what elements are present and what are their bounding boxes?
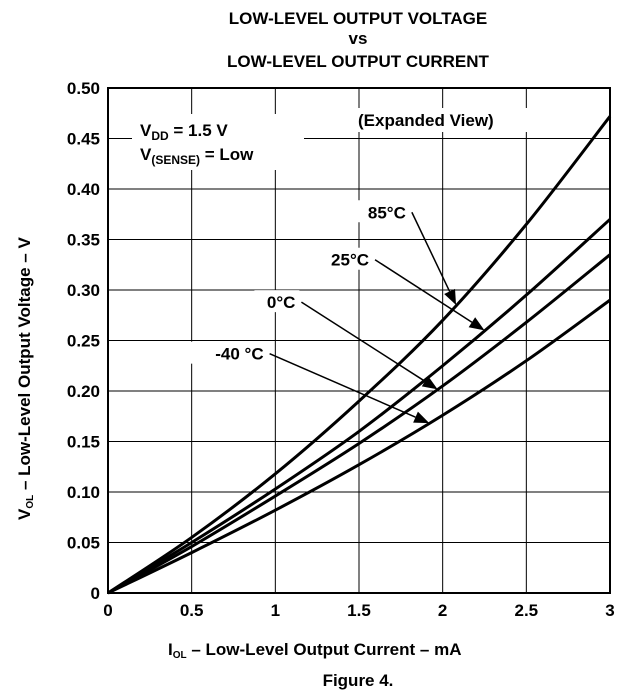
series-label: 85°C [368,203,406,222]
vsense-condition: V(SENSE) = Low [140,145,254,167]
annotation-arrow-line [411,211,451,292]
y-tick-label: 0.10 [67,483,100,502]
x-tick-label: 2 [438,601,447,620]
y-tick-label: 0.05 [67,534,100,553]
x-tick-label: 2.5 [515,601,539,620]
series-label: 25°C [331,251,369,270]
series-label: 0°C [267,293,296,312]
annotation-arrowhead [468,317,485,331]
y-tick-label: 0.40 [67,180,100,199]
series-label-background [254,290,300,313]
chart-title-line-3: LOW-LEVEL OUTPUT CURRENT [227,52,490,71]
y-tick-label: 0.45 [67,130,100,149]
vdd-condition: VDD = 1.5 V [140,121,228,143]
series-line-2 [107,253,611,595]
annotation-arrow-line [269,352,416,418]
series-line-1 [107,218,612,595]
y-tick-label: 0.15 [67,433,100,452]
conditions-background [132,114,304,170]
note-background [352,108,538,132]
annotation-arrowhead [413,411,430,424]
x-tick-label: 0.5 [180,601,204,620]
series-label: -40 °C [215,345,263,364]
figure-caption: Figure 4. [323,671,394,690]
y-tick-label: 0 [91,584,100,603]
x-tick-label: 1 [271,601,280,620]
y-tick-label: 0.20 [67,382,100,401]
annotation-arrowhead [421,376,438,390]
chart-title-line-1: LOW-LEVEL OUTPUT VOLTAGE [229,9,487,28]
series-label-background [353,200,410,223]
series-line-0 [107,115,612,595]
y-tick-label: 0.30 [67,281,100,300]
series-line-3 [107,298,611,595]
annotation-arrowhead [444,288,457,305]
y-tick-label: 0.25 [67,332,100,351]
expanded-view-note: (Expanded View) [358,111,494,130]
x-tick-labels: 0 0.5 1 1.5 2 2.5 3 [103,601,614,620]
x-tick-label: 0 [103,601,112,620]
series-lines [107,115,612,595]
series-annotations: 85°C 25°C 0°C -40 °C [189,200,485,424]
annotation-arrow-line [301,301,426,382]
y-tick-label: 0.35 [67,231,100,250]
plot-frame [107,87,611,594]
series-label-background [189,341,268,364]
x-axis-label: IOL – Low-Level Output Current – mA [168,640,461,661]
x-tick-label: 3 [605,601,614,620]
chart-title-line-2: vs [349,29,368,48]
y-axis-label: VOL – Low-Level Output Voltage – V [15,237,36,520]
y-tick-label: 0.50 [67,79,100,98]
x-tick-label: 1.5 [347,601,371,620]
y-tick-labels: 0 0.05 0.10 0.15 0.20 0.25 0.30 0.35 0.40 0.45 0.5… [67,79,100,603]
annotation-arrow-line [374,259,473,323]
series-label-background [317,247,374,270]
